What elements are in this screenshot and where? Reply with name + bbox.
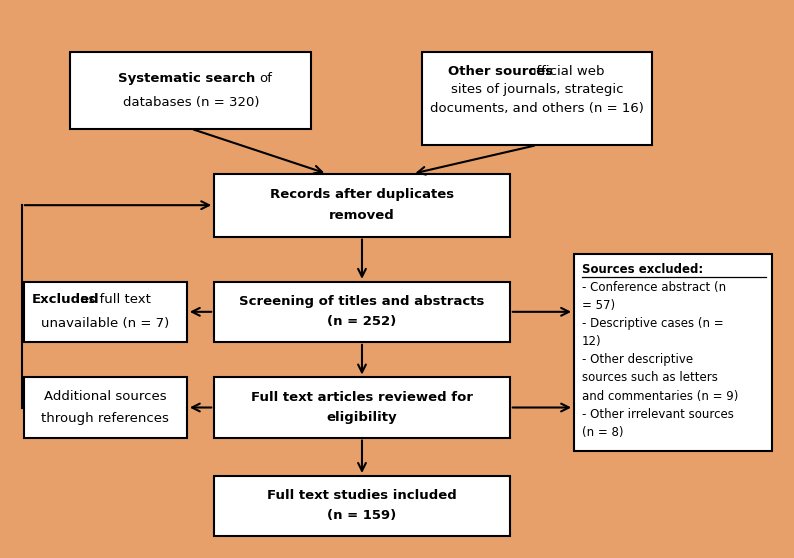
Text: Systematic search: Systematic search bbox=[118, 72, 256, 85]
FancyBboxPatch shape bbox=[214, 377, 510, 437]
Text: documents, and others (n = 16): documents, and others (n = 16) bbox=[430, 102, 644, 115]
Text: - Descriptive cases (n =: - Descriptive cases (n = bbox=[582, 318, 723, 330]
Text: eligibility: eligibility bbox=[326, 411, 397, 424]
Text: Full text articles reviewed for: Full text articles reviewed for bbox=[251, 391, 473, 404]
Text: Other sources: Other sources bbox=[448, 65, 553, 78]
FancyBboxPatch shape bbox=[422, 52, 652, 145]
Text: = 57): = 57) bbox=[582, 299, 615, 312]
Text: databases (n = 320): databases (n = 320) bbox=[122, 96, 259, 109]
FancyBboxPatch shape bbox=[214, 174, 510, 237]
FancyBboxPatch shape bbox=[24, 282, 187, 342]
Text: Sources excluded:: Sources excluded: bbox=[582, 263, 703, 276]
Text: (n = 252): (n = 252) bbox=[327, 315, 397, 328]
Text: and commentaries (n = 9): and commentaries (n = 9) bbox=[582, 389, 738, 402]
Text: Screening of titles and abstracts: Screening of titles and abstracts bbox=[239, 296, 484, 309]
Text: 12): 12) bbox=[582, 335, 601, 348]
Text: sites of journals, strategic: sites of journals, strategic bbox=[451, 83, 623, 97]
Text: through references: through references bbox=[41, 412, 169, 425]
Text: Excluded: Excluded bbox=[31, 294, 99, 306]
FancyBboxPatch shape bbox=[214, 476, 510, 536]
Text: (n = 8): (n = 8) bbox=[582, 426, 623, 439]
Text: Records after duplicates: Records after duplicates bbox=[270, 187, 454, 201]
Text: - Other irrelevant sources: - Other irrelevant sources bbox=[582, 407, 734, 421]
Text: as full text: as full text bbox=[75, 294, 151, 306]
Text: of: of bbox=[260, 72, 272, 85]
Text: - Conference abstract (n: - Conference abstract (n bbox=[582, 281, 726, 294]
Text: Full text studies included: Full text studies included bbox=[267, 488, 457, 502]
Text: sources such as letters: sources such as letters bbox=[582, 372, 718, 384]
Text: Additional sources: Additional sources bbox=[44, 390, 167, 403]
Text: unavailable (n = 7): unavailable (n = 7) bbox=[41, 318, 169, 330]
Text: removed: removed bbox=[329, 209, 395, 222]
FancyBboxPatch shape bbox=[24, 377, 187, 437]
Text: official web: official web bbox=[524, 65, 604, 78]
Text: - Other descriptive: - Other descriptive bbox=[582, 353, 693, 367]
FancyBboxPatch shape bbox=[70, 52, 311, 129]
FancyBboxPatch shape bbox=[574, 254, 773, 451]
Text: (n = 159): (n = 159) bbox=[327, 509, 397, 522]
FancyBboxPatch shape bbox=[214, 282, 510, 342]
